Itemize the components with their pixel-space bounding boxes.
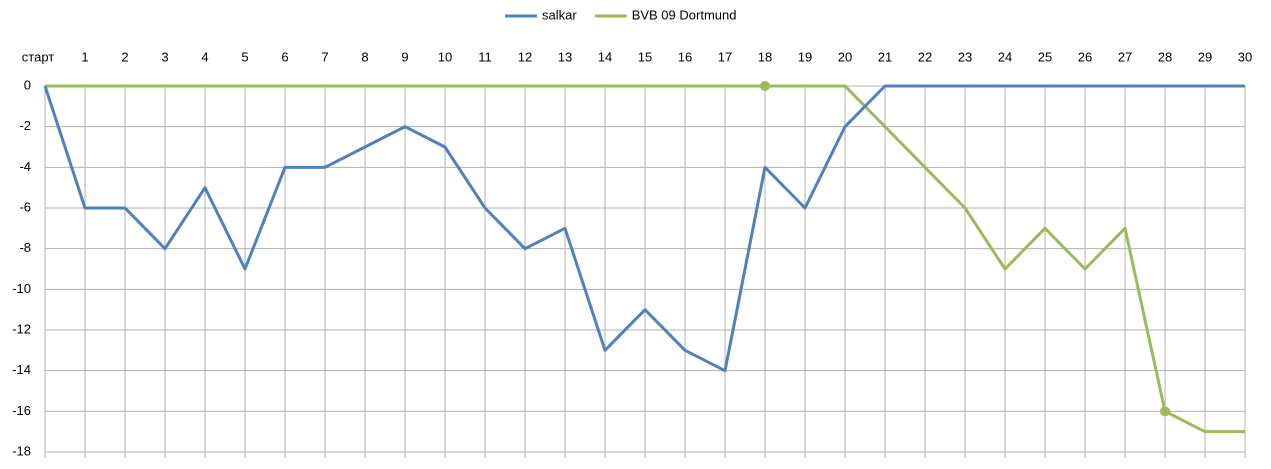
- x-tick-label: 2: [121, 49, 128, 64]
- x-tick-label: 18: [758, 49, 772, 64]
- x-tick-label: 6: [281, 49, 288, 64]
- x-tick-label: 25: [1038, 49, 1052, 64]
- x-tick-label: 20: [838, 49, 852, 64]
- y-tick-label: -10: [12, 281, 31, 296]
- x-tick-label: 13: [558, 49, 572, 64]
- x-tick-label: 12: [518, 49, 532, 64]
- y-tick-label: -12: [12, 321, 31, 336]
- series-line: [45, 84, 1245, 434]
- x-tick-label: 8: [361, 49, 368, 64]
- point-marker: [1160, 406, 1170, 417]
- x-tick-label: 7: [321, 49, 328, 64]
- x-tick-label: 26: [1078, 49, 1092, 64]
- x-tick-label: 17: [718, 49, 732, 64]
- x-tick-label: 15: [638, 49, 652, 64]
- y-tick-label: -14: [12, 362, 31, 377]
- x-tick-label: 21: [878, 49, 892, 64]
- x-tick-label: 30: [1238, 49, 1252, 64]
- y-tick-label: -2: [19, 118, 31, 133]
- y-tick-label: -6: [19, 199, 31, 214]
- x-tick-label: 9: [401, 49, 408, 64]
- x-tick-label: 19: [798, 49, 812, 64]
- x-tick-label: старт: [22, 49, 54, 64]
- y-tick-label: -4: [19, 159, 31, 174]
- x-tick-label: 29: [1198, 49, 1212, 64]
- x-tick-label: 27: [1118, 49, 1132, 64]
- x-tick-label: 1: [81, 49, 88, 64]
- x-tick-label: 4: [201, 49, 208, 64]
- x-tick-label: 14: [598, 49, 612, 64]
- point-marker: [760, 81, 770, 91]
- x-tick-label: 3: [161, 49, 168, 64]
- series-line: [43, 84, 1245, 373]
- x-tick-label: 28: [1158, 49, 1172, 64]
- x-tick-label: 22: [918, 49, 932, 64]
- legend-label: salkar: [542, 7, 577, 22]
- x-tick-label: 23: [958, 49, 972, 64]
- x-tick-label: 16: [678, 49, 692, 64]
- y-tick-label: -8: [19, 240, 31, 255]
- y-tick-label: -18: [12, 443, 31, 458]
- x-tick-label: 10: [438, 49, 452, 64]
- y-tick-label: 0: [24, 77, 31, 92]
- x-tick-label: 24: [998, 49, 1012, 64]
- x-tick-label: 11: [478, 49, 492, 64]
- y-tick-label: -16: [12, 403, 31, 418]
- x-tick-label: 5: [241, 49, 248, 64]
- legend-label: BVB 09 Dortmund: [632, 7, 737, 22]
